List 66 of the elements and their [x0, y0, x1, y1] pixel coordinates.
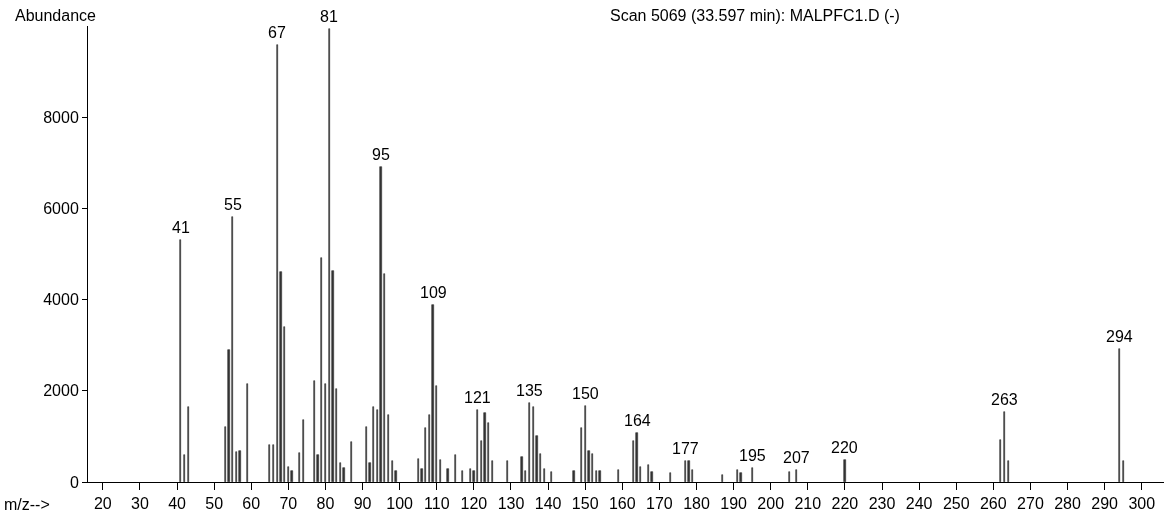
x-tick-label: 40 — [168, 495, 187, 513]
x-tick-label: 110 — [424, 495, 450, 513]
x-tick-label: 140 — [534, 495, 562, 513]
bar — [687, 460, 690, 482]
x-axis-title: m/z--> — [4, 496, 50, 513]
x-tick-label: 90 — [353, 495, 372, 513]
x-tick-label: 20 — [93, 495, 112, 513]
annotation: 55 — [224, 196, 242, 213]
annotation: 177 — [672, 440, 699, 457]
x-tick-label: 200 — [757, 495, 785, 513]
x-tick-label: 260 — [979, 495, 1007, 513]
x-tick-label: 230 — [868, 495, 896, 513]
y-tick-label: 2000 — [43, 382, 79, 400]
annotation: 41 — [172, 219, 190, 236]
x-tick-label: 300 — [1128, 495, 1156, 513]
bar — [739, 472, 742, 482]
annotation: 263 — [991, 391, 1018, 408]
annotation: 294 — [1106, 328, 1133, 345]
x-tick-label: 220 — [831, 495, 859, 513]
x-tick-label: 290 — [1091, 495, 1119, 513]
annotation: 109 — [420, 284, 447, 301]
x-tick-label: 210 — [794, 495, 822, 513]
annotation: 135 — [516, 382, 543, 399]
x-tick-label: 160 — [608, 495, 636, 513]
bar — [379, 166, 382, 482]
bar — [598, 470, 601, 482]
x-tick-label: 50 — [205, 495, 224, 513]
bar — [483, 412, 486, 482]
x-tick-label: 70 — [279, 495, 298, 513]
bar — [446, 468, 449, 482]
y-tick-label: 8000 — [43, 108, 79, 126]
bar — [635, 432, 638, 482]
x-tick-label: 150 — [571, 495, 599, 513]
y-tick-label: 4000 — [43, 291, 79, 309]
x-tick-label: 280 — [1054, 495, 1081, 513]
x-tick-label: 60 — [242, 495, 261, 513]
y-axis-title: Abundance — [15, 7, 97, 24]
bar — [843, 459, 846, 482]
x-tick-label: 100 — [386, 495, 414, 513]
chart-title: Scan 5069 (33.597 min): MALPFC1.D (-) — [610, 7, 900, 24]
annotation: 220 — [831, 439, 858, 456]
x-tick-label: 270 — [1017, 495, 1044, 513]
bar — [572, 470, 575, 482]
annotation: 81 — [320, 8, 338, 25]
x-tick-label: 120 — [460, 495, 488, 513]
x-tick-label: 170 — [646, 495, 673, 513]
x-tick-label: 250 — [942, 495, 970, 513]
y-tick-label: 0 — [69, 473, 79, 491]
x-tick-label: 240 — [905, 495, 933, 513]
annotation: 164 — [624, 412, 651, 429]
bar — [290, 470, 293, 482]
bar — [238, 450, 241, 482]
bar — [431, 304, 434, 482]
annotation: 95 — [372, 146, 390, 163]
x-tick-label: 30 — [131, 495, 149, 513]
annotation: 150 — [572, 385, 599, 402]
annotation: 67 — [268, 24, 286, 41]
annotation: 195 — [739, 447, 766, 464]
annotation: 207 — [783, 449, 810, 466]
annotation: 121 — [464, 389, 491, 406]
x-tick-label: 180 — [683, 495, 710, 513]
bar — [520, 456, 523, 482]
x-tick-label: 80 — [316, 495, 335, 513]
y-tick-label: 6000 — [43, 200, 79, 217]
x-tick-label: 190 — [720, 495, 748, 513]
x-tick-label: 130 — [497, 495, 525, 513]
